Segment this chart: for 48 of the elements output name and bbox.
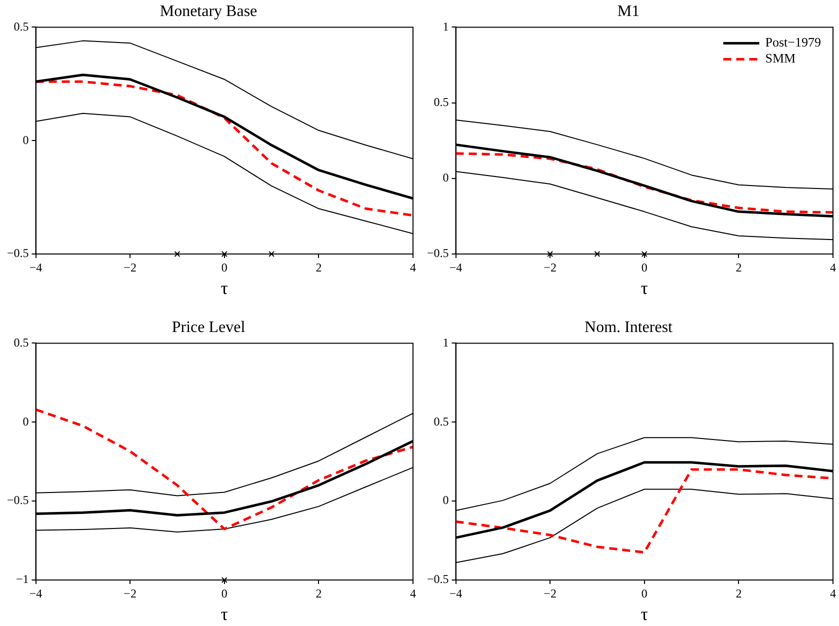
y-tick-label: 0.5	[14, 19, 29, 34]
x-tick-label: 2	[316, 260, 322, 274]
y-tick-label: −1	[16, 572, 29, 586]
chart-title: Price Level	[172, 318, 246, 336]
y-tick-label: 0	[22, 132, 29, 147]
x-tick-label: 2	[736, 260, 742, 274]
chart-title: M1	[617, 2, 640, 20]
x-tick-label: −2	[544, 586, 556, 600]
y-tick-label: 0	[442, 493, 449, 508]
y-tick-label: 0	[442, 170, 449, 185]
chart-title: Monetary Base	[160, 2, 258, 20]
x-axis-title: τ	[640, 604, 648, 624]
y-tick-label: −0.5	[426, 246, 449, 260]
x-axis-title: τ	[220, 604, 228, 624]
y-tick-label: 0.5	[14, 335, 29, 350]
x-tick-label: 4	[830, 586, 836, 600]
legend-label: SMM	[765, 50, 796, 66]
y-tick-label: 0.5	[434, 414, 449, 428]
x-tick-label: 4	[830, 260, 836, 274]
x-tick-label: −4	[449, 260, 462, 274]
x-tick-label: 0	[641, 260, 648, 274]
y-tick-label: −0.5	[6, 246, 29, 260]
x-tick-label: 2	[316, 586, 322, 600]
x-tick-label: 4	[410, 586, 416, 600]
x-tick-label: −2	[544, 260, 556, 274]
legend-label: Post−1979	[765, 34, 821, 50]
x-tick-label: 0	[641, 586, 648, 600]
line-series	[36, 80, 413, 217]
line-series	[36, 408, 413, 530]
x-tick-label: 2	[736, 586, 742, 600]
x-tick-label: 0	[221, 586, 228, 600]
x-tick-label: −4	[449, 586, 462, 600]
y-tick-label: 1	[442, 335, 449, 350]
y-tick-label: 0	[22, 414, 29, 428]
x-tick-label: 0	[221, 260, 228, 274]
line-series	[456, 152, 833, 214]
chart-title: Nom. Interest	[584, 318, 674, 336]
x-tick-label: −2	[124, 586, 136, 600]
x-tick-label: −4	[29, 260, 42, 274]
y-tick-label: −0.5	[6, 493, 29, 508]
x-tick-label: −4	[29, 586, 42, 600]
y-tick-label: 1	[442, 19, 449, 34]
y-tick-label: −0.5	[426, 572, 449, 586]
x-axis-title: τ	[640, 278, 648, 298]
y-tick-label: 0.5	[434, 94, 449, 109]
x-axis-title: τ	[220, 278, 228, 298]
x-tick-label: −2	[124, 260, 136, 274]
x-tick-label: 4	[410, 260, 416, 274]
